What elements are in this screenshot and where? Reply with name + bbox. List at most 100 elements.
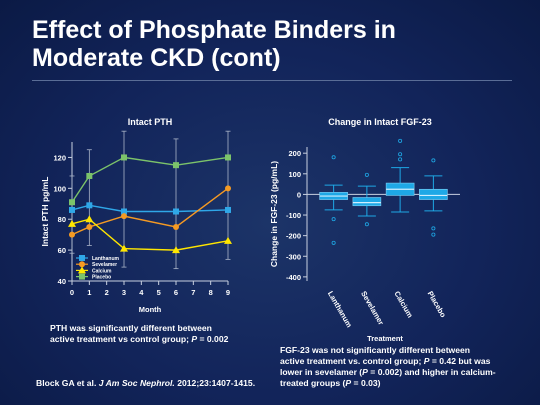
pth-x-tick-label: 4	[139, 288, 144, 297]
fgf-outlier-lanthanum	[331, 155, 336, 160]
pth-y-axis-label: Intact PTH pg/mL	[40, 177, 50, 247]
pth-point-calcium	[224, 236, 232, 244]
pth-x-tick-label: 9	[226, 288, 230, 297]
fgf-chart-title: Change in Intact FGF-23	[328, 117, 432, 127]
pth-point-sevelamer	[121, 213, 127, 220]
pth-point-lanthanum	[121, 208, 127, 215]
pth-legend-marker-placebo	[79, 273, 85, 280]
fgf-y-tick-label: 0	[297, 190, 301, 199]
fgf-note-value: = 0.002) and higher in calcium-	[367, 367, 496, 377]
fgf-note-line4: treated groups (P = 0.03)	[280, 378, 496, 389]
fgf-outlier-placebo	[431, 158, 436, 163]
pth-note-text: active treatment vs control group;	[50, 334, 192, 344]
pth-y-tick-label: 60	[58, 246, 66, 255]
slide-title: Effect of Phosphate Binders in Moderate …	[32, 16, 512, 72]
fgf-outlier-sevelamer	[364, 222, 369, 227]
pth-legend-label-lanthanum: Lanthanum	[92, 256, 119, 262]
pth-significance-note: PTH was significantly different between …	[50, 323, 228, 345]
pth-point-sevelamer	[69, 231, 75, 238]
pth-x-tick-label: 0	[70, 288, 74, 297]
pth-legend-label-placebo: Placebo	[92, 275, 111, 281]
citation-journal: J Am Soc Nephrol.	[98, 378, 175, 388]
fgf-note-line1: FGF-23 was not significantly different b…	[280, 345, 471, 355]
pth-x-tick-label: 3	[122, 288, 126, 297]
pth-line-calcium	[71, 218, 229, 251]
pth-legend-marker-sevelamer	[79, 261, 85, 268]
pth-x-tick-label: 2	[105, 288, 109, 297]
pth-line-placebo	[71, 156, 229, 203]
fgf-y-tick-label: 100	[288, 170, 301, 179]
pth-y-tick-label: 100	[53, 184, 66, 193]
fgf-note-value: = 0.42 but was	[429, 356, 491, 366]
pth-point-sevelamer	[173, 223, 179, 230]
pth-legend-marker-lanthanum	[79, 255, 85, 261]
fgf-y-tick-label: -400	[286, 273, 301, 282]
fgf-category-label-placebo: Placebo	[426, 290, 448, 320]
pth-x-tick-label: 6	[174, 288, 178, 297]
pth-point-placebo	[225, 154, 231, 161]
fgf-outlier-lanthanum	[331, 240, 336, 245]
citation: Block GA et al. J Am Soc Nephrol. 2012;2…	[36, 378, 255, 389]
pth-point-calcium	[85, 215, 94, 223]
pth-point-placebo	[69, 199, 75, 206]
fgf-note-line3: lower in sevelamer (P = 0.002) and highe…	[280, 367, 496, 378]
fgf-box-placebo	[419, 188, 448, 200]
pth-point-placebo	[173, 162, 179, 169]
fgf-category-label-lanthanum: Lanthanum	[326, 290, 354, 330]
pth-point-sevelamer	[225, 185, 231, 192]
pth-y-tick-label: 120	[53, 153, 66, 162]
fgf-y-tick-label: 200	[288, 149, 301, 158]
pth-note-value: = 0.002	[197, 334, 229, 344]
fgf-category-label-calcium: Calcium	[392, 290, 415, 320]
pth-point-lanthanum	[86, 202, 93, 209]
fgf-note-text: lower in sevelamer (	[280, 367, 363, 377]
fgf-note-line2: active treatment vs. control group; P = …	[280, 356, 496, 367]
pth-point-lanthanum	[69, 206, 75, 213]
fgf-outlier-calcium	[398, 157, 403, 162]
fgf-note-p: P	[345, 378, 352, 388]
title-divider	[32, 80, 512, 81]
pth-chart-title: Intact PTH	[128, 117, 173, 127]
fgf-outlier-calcium	[398, 138, 403, 143]
fgf-y-tick-label: -100	[286, 211, 301, 220]
pth-point-calcium	[120, 244, 128, 252]
fgf-note-p: P	[423, 356, 430, 366]
fgf-category-label-sevelamer: Sevelamer	[359, 290, 386, 327]
pth-note-p: P	[191, 334, 198, 344]
fgf-y-tick-label: -300	[286, 252, 301, 261]
fgf-x-axis-label: Treatment	[367, 334, 403, 343]
pth-point-placebo	[121, 154, 127, 161]
fgf-note-text: active treatment vs. control group;	[280, 356, 424, 366]
pth-point-placebo	[86, 172, 93, 179]
citation-details: 2012;23:1407-1415.	[174, 378, 256, 388]
pth-x-tick-label: 7	[191, 288, 195, 297]
pth-point-sevelamer	[86, 223, 93, 230]
pth-note-line1: PTH was significantly different between	[50, 323, 212, 333]
pth-point-calcium	[172, 246, 180, 254]
pth-y-tick-label: 40	[58, 277, 66, 286]
fgf-y-axis-label: Change in FGF-23 (pg/mL)	[269, 161, 279, 267]
pth-x-tick-label: 8	[209, 288, 213, 297]
fgf-outlier-lanthanum	[331, 217, 336, 222]
fgf-significance-note: FGF-23 was not significantly different b…	[280, 345, 496, 389]
pth-y-tick-label: 80	[58, 215, 66, 224]
fgf-note-text: treated groups (	[280, 378, 346, 388]
fgf-box-sevelamer	[352, 197, 382, 207]
pth-x-tick-label: 5	[157, 288, 161, 297]
fgf-outlier-sevelamer	[364, 172, 369, 177]
pth-legend-marker-calcium	[78, 266, 86, 274]
fgf-outlier-placebo	[431, 232, 436, 237]
citation-authors: Block GA et al.	[36, 378, 99, 388]
pth-x-axis-label: Month	[139, 305, 162, 314]
pth-point-calcium	[68, 219, 76, 227]
fgf-y-tick-label: -200	[286, 232, 301, 241]
fgf-outlier-placebo	[431, 226, 436, 231]
pth-legend-label-sevelamer: Sevelamer	[92, 262, 117, 268]
pth-x-tick-label: 1	[87, 288, 91, 297]
fgf-outlier-calcium	[398, 152, 403, 157]
pth-point-lanthanum	[173, 208, 179, 215]
slide-title-line1: Effect of Phosphate Binders in	[32, 16, 396, 44]
pth-note-line2: active treatment vs control group; P = 0…	[50, 334, 228, 345]
fgf-note-value: = 0.03)	[351, 378, 381, 388]
